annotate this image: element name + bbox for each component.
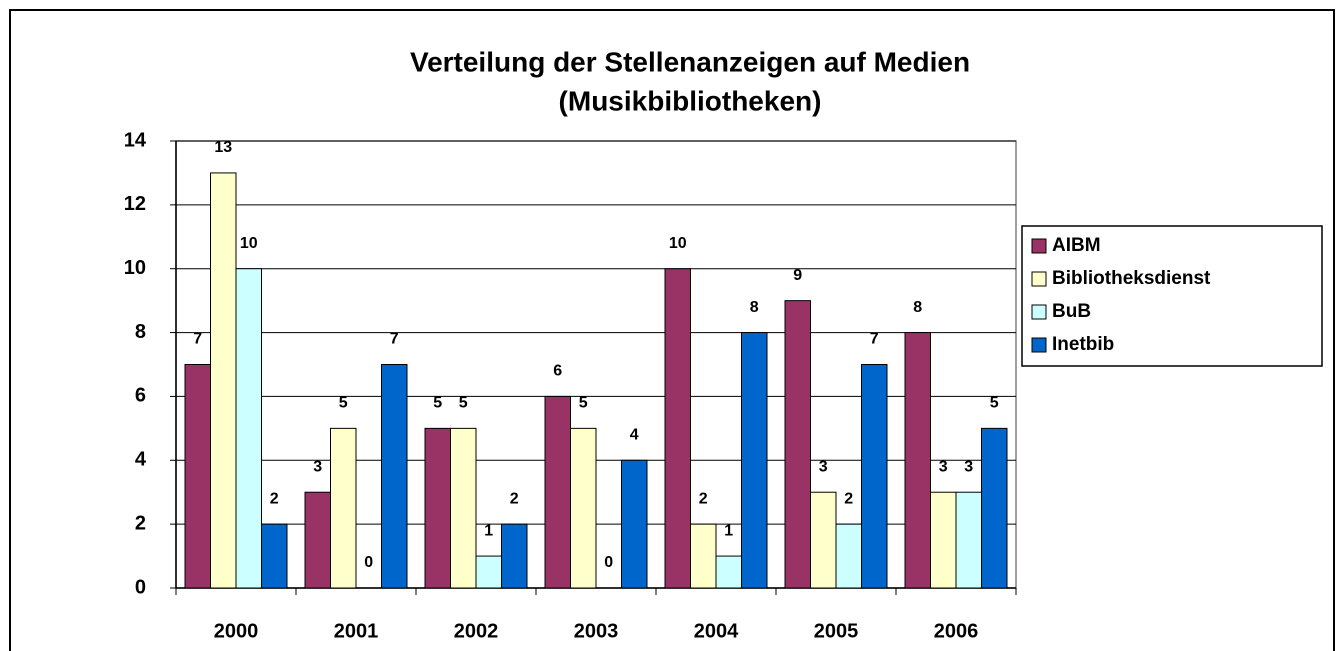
bar <box>715 555 742 589</box>
x-tick-label: 2003 <box>574 620 619 642</box>
legend-swatch <box>1031 238 1047 254</box>
x-tick-label: 2006 <box>934 620 979 642</box>
data-label: 6 <box>553 363 562 380</box>
data-label: 8 <box>913 299 922 316</box>
bar <box>904 332 931 589</box>
y-tick-label: 6 <box>135 385 146 407</box>
data-label: 0 <box>364 554 373 571</box>
chart-title: (Musikbibliotheken) <box>559 85 822 116</box>
data-label: 10 <box>240 235 258 252</box>
legend-swatch <box>1031 304 1047 320</box>
data-label: 5 <box>579 395 588 412</box>
data-label: 5 <box>990 395 999 412</box>
bar <box>424 427 451 589</box>
data-label: 1 <box>724 522 733 539</box>
x-tick-label: 2004 <box>694 620 739 642</box>
legend-label: AIBM <box>1052 235 1101 256</box>
bar <box>981 427 1008 589</box>
x-tick-label: 2005 <box>814 620 859 642</box>
data-label: 5 <box>339 395 348 412</box>
bar <box>450 427 477 589</box>
y-tick-label: 8 <box>135 321 146 343</box>
y-tick-label: 12 <box>124 193 146 215</box>
data-label: 2 <box>844 490 853 507</box>
bar <box>330 427 357 589</box>
bar <box>501 523 528 589</box>
bar <box>381 364 408 589</box>
bar <box>544 395 571 589</box>
y-tick-label: 4 <box>135 449 147 471</box>
chart-title: Verteilung der Stellenanzeigen auf Medie… <box>410 46 970 77</box>
bar <box>690 523 717 589</box>
bar <box>621 459 648 589</box>
y-tick-label: 14 <box>124 129 147 151</box>
data-label: 13 <box>214 139 232 156</box>
data-label: 3 <box>819 458 828 475</box>
data-label: 5 <box>433 395 442 412</box>
bar <box>304 491 331 589</box>
legend-label: Bibliotheksdienst <box>1052 268 1211 289</box>
data-label: 7 <box>193 331 202 348</box>
data-label: 1 <box>484 522 493 539</box>
data-label: 7 <box>870 331 879 348</box>
data-label: 4 <box>630 427 639 444</box>
legend-label: BuB <box>1052 301 1091 322</box>
data-label: 2 <box>270 490 279 507</box>
bar <box>210 172 237 589</box>
bar <box>664 268 691 589</box>
x-tick-label: 2001 <box>334 620 379 642</box>
data-label: 5 <box>459 395 468 412</box>
data-label: 8 <box>750 299 759 316</box>
data-label: 2 <box>510 490 519 507</box>
bar <box>955 491 982 589</box>
bar <box>861 364 888 589</box>
legend-swatch <box>1031 271 1047 287</box>
y-tick-label: 2 <box>135 512 146 534</box>
bar <box>235 268 262 589</box>
x-tick-label: 2002 <box>454 620 499 642</box>
legend-label: Inetbib <box>1052 334 1114 355</box>
bar <box>835 523 862 589</box>
bar <box>930 491 957 589</box>
data-label: 2 <box>699 490 708 507</box>
data-label: 7 <box>390 331 399 348</box>
data-label: 3 <box>939 458 948 475</box>
data-label: 3 <box>964 458 973 475</box>
y-tick-label: 10 <box>124 257 146 279</box>
y-tick-label: 0 <box>135 576 146 598</box>
bar <box>261 523 288 589</box>
bar <box>184 364 211 589</box>
data-label: 9 <box>793 267 802 284</box>
bar <box>570 427 597 589</box>
bar <box>741 332 768 589</box>
bar <box>475 555 502 589</box>
x-tick-label: 2000 <box>214 620 259 642</box>
data-label: 10 <box>669 235 687 252</box>
data-label: 3 <box>313 458 322 475</box>
bar <box>784 300 811 589</box>
data-label: 0 <box>604 554 613 571</box>
legend-swatch <box>1031 337 1047 353</box>
bar <box>810 491 837 589</box>
legend-box <box>1021 225 1323 367</box>
